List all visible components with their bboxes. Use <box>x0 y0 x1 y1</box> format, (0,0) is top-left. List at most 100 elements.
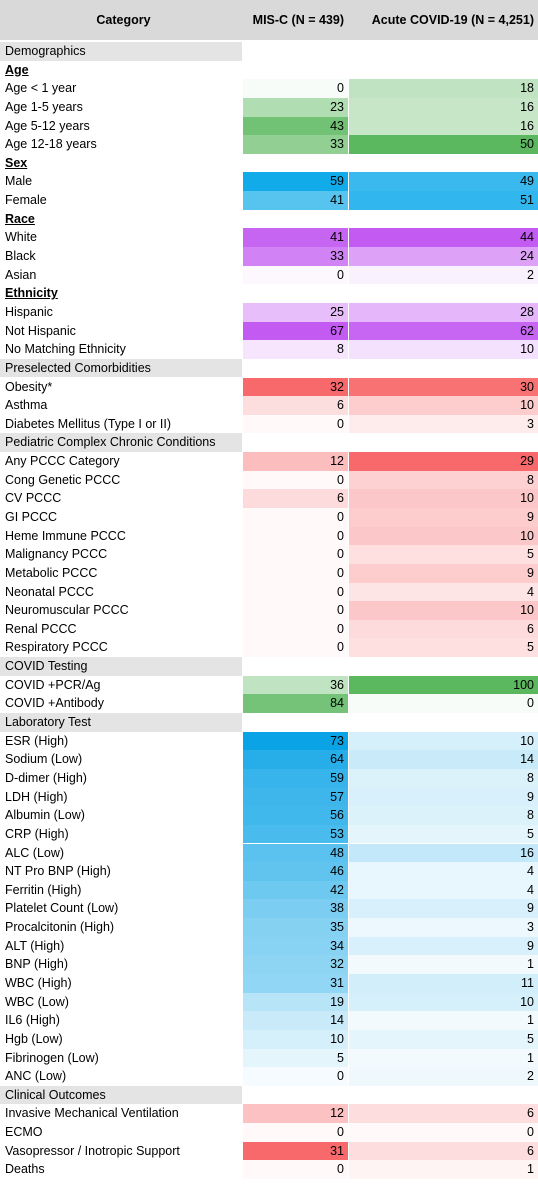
row-label: Age 12-18 years <box>5 137 97 152</box>
value-cell: 41 <box>243 228 348 247</box>
row-label: Metabolic PCCC <box>5 565 98 580</box>
value-cell: 84 <box>243 694 348 713</box>
value-cell: 19 <box>243 992 348 1012</box>
row-label: Hgb (Low) <box>5 1031 63 1046</box>
row-label: ALC (Low) <box>5 845 65 860</box>
row-label: NT Pro BNP (High) <box>5 864 111 879</box>
value-cell: 64 <box>243 750 348 769</box>
value-cell: 44 <box>349 228 538 247</box>
value-cell: 10 <box>349 731 538 751</box>
value-cell: 0 <box>243 1067 348 1086</box>
value-cell: 46 <box>243 862 348 881</box>
value-cell: 12 <box>243 452 348 471</box>
row-label: GI PCCC <box>5 510 58 524</box>
section-label: Preselected Comorbidities <box>0 358 242 378</box>
value-cell: 35 <box>243 918 348 937</box>
row-label: WBC (Low) <box>5 994 69 1009</box>
value-cell: 16 <box>349 116 538 136</box>
row-label: Male <box>5 174 33 189</box>
value-cell: 33 <box>243 247 348 266</box>
value-cell: 5 <box>349 824 538 844</box>
section-label: COVID Testing <box>0 657 242 676</box>
row-label: CRP (High) <box>5 826 69 841</box>
value-cell: 8 <box>349 806 538 825</box>
row-label: IL6 (High) <box>5 1013 60 1028</box>
value-cell: 8 <box>349 768 538 788</box>
row-label: ANC (Low) <box>5 1069 67 1084</box>
value-cell: 0 <box>349 1123 538 1142</box>
value-cell: 0 <box>243 526 348 546</box>
value-cell: 42 <box>243 880 348 900</box>
section-label: Clinical Outcomes <box>0 1085 242 1105</box>
value-cell: 6 <box>349 619 538 639</box>
row-label: Heme Immune PCCC <box>5 528 126 543</box>
value-cell: 56 <box>243 806 348 825</box>
value-cell: 31 <box>243 1141 348 1161</box>
row-label: Platelet Count (Low) <box>5 901 119 916</box>
value-cell: 4 <box>349 880 538 900</box>
value-cell: 4 <box>349 582 538 602</box>
value-cell: 30 <box>349 377 538 397</box>
value-cell: 10 <box>349 526 538 546</box>
header-cell: MIS-C (N = 439) <box>242 0 348 40</box>
row-label: WBC (High) <box>5 976 72 990</box>
value-cell: 6 <box>349 1104 538 1124</box>
row-label: CV PCCC <box>5 491 62 506</box>
value-cell: 16 <box>349 97 538 117</box>
row-label: Neuromuscular PCCC <box>5 603 129 618</box>
section-label: Pediatric Complex Chronic Conditions <box>0 433 242 453</box>
value-cell: 31 <box>243 974 348 993</box>
row-label: Obesity* <box>5 379 53 394</box>
value-cell: 9 <box>349 563 538 583</box>
value-cell: 73 <box>243 731 348 751</box>
row-label: Procalcitonin (High) <box>5 920 115 935</box>
row-label: Invasive Mechanical Ventilation <box>5 1106 179 1121</box>
row-label: White <box>5 230 37 245</box>
row-label: Age < 1 year <box>5 81 77 96</box>
value-cell: 2 <box>349 1067 538 1086</box>
row-label: D-dimer (High) <box>5 770 87 785</box>
value-cell: 0 <box>243 79 348 98</box>
section-label: Laboratory Test <box>0 713 242 732</box>
value-cell: 16 <box>349 843 538 863</box>
row-label: COVID +Antibody <box>5 696 105 711</box>
row-label: Cong Genetic PCCC <box>5 472 121 487</box>
value-cell: 51 <box>349 191 538 210</box>
row-label: Sodium (Low) <box>5 752 83 767</box>
value-cell: 9 <box>349 508 538 527</box>
value-cell: 10 <box>349 992 538 1012</box>
value-cell: 5 <box>349 1029 538 1049</box>
row-label: Age 1-5 years <box>5 99 83 114</box>
value-cell: 0 <box>243 619 348 639</box>
row-label: Fibrinogen (Low) <box>5 1050 99 1065</box>
value-cell: 0 <box>243 1160 348 1179</box>
row-label: Any PCCC Category <box>5 454 120 469</box>
header-cell: Category <box>0 0 242 40</box>
value-cell: 5 <box>349 638 538 658</box>
value-cell: 48 <box>243 843 348 863</box>
value-cell: 23 <box>243 97 348 117</box>
value-cell: 1 <box>349 1048 538 1068</box>
value-cell: 6 <box>243 396 348 415</box>
row-label: Not Hispanic <box>5 323 76 338</box>
row-label: ESR (High) <box>5 733 69 748</box>
group-label: Race <box>5 211 35 226</box>
value-cell: 0 <box>243 470 348 490</box>
row-label: Age 5-12 years <box>5 118 90 133</box>
row-label: Hispanic <box>5 304 53 319</box>
row-label: ECMO <box>5 1125 43 1140</box>
row-label: BNP (High) <box>5 957 68 972</box>
value-cell: 5 <box>243 1048 348 1068</box>
group-label: Age <box>5 62 29 77</box>
value-cell: 10 <box>243 1029 348 1049</box>
value-cell: 0 <box>243 508 348 527</box>
value-cell: 53 <box>243 824 348 844</box>
value-cell: 6 <box>243 489 348 508</box>
value-cell: 9 <box>349 899 538 919</box>
value-cell: 14 <box>243 1011 348 1030</box>
value-cell: 33 <box>243 135 348 154</box>
header-cell: Acute COVID-19 (N = 4,251) <box>348 0 538 40</box>
value-cell: 57 <box>243 787 348 807</box>
value-cell: 11 <box>349 974 538 993</box>
